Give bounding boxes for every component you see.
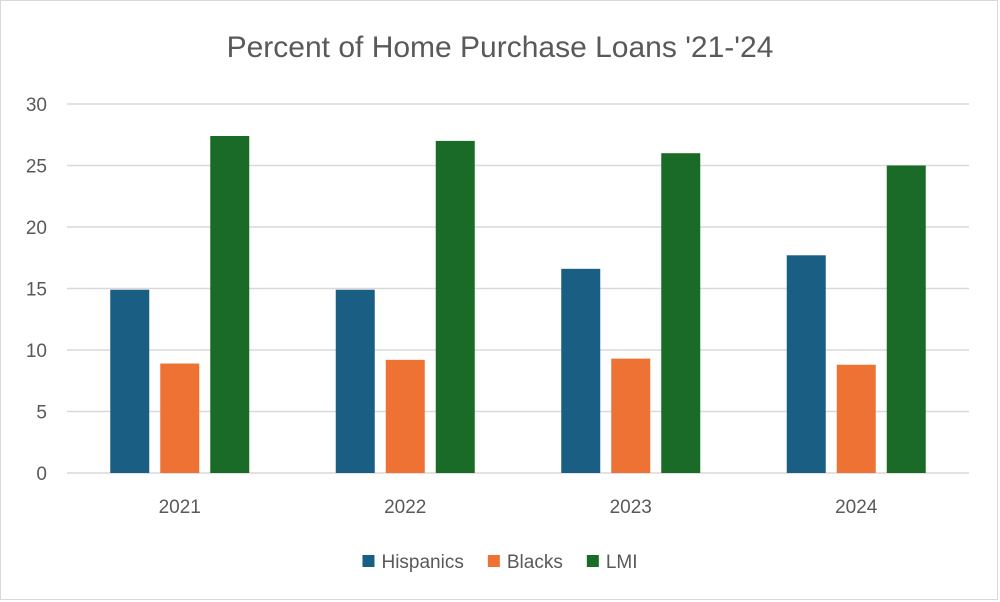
legend-label-hispanics: Hispanics — [381, 552, 463, 573]
y-tick-label: 30 — [26, 95, 47, 116]
bar-lmi-2021 — [210, 135, 250, 474]
bar-blacks-2024 — [836, 364, 876, 473]
y-tick-label: 20 — [26, 218, 47, 239]
x-tick-label: 2022 — [384, 497, 426, 518]
legend-label-blacks: Blacks — [507, 552, 563, 573]
y-tick-label: 25 — [26, 157, 47, 178]
bar-hispanics-2021 — [110, 289, 150, 473]
legend: Hispanics Blacks LMI — [362, 552, 638, 573]
bar-blacks-2022 — [385, 359, 425, 473]
x-tick-label: 2023 — [610, 497, 652, 518]
y-tick-label: 0 — [36, 464, 47, 485]
bars — [110, 135, 926, 474]
bar-blacks-2023 — [611, 358, 651, 473]
y-tick-label: 5 — [36, 403, 47, 424]
legend-swatch-lmi — [586, 555, 599, 567]
y-tick-label: 10 — [26, 341, 47, 362]
bar-blacks-2021 — [160, 363, 200, 473]
gridlines — [67, 103, 969, 474]
bar-hispanics-2022 — [335, 289, 375, 473]
x-tick-label: 2024 — [835, 497, 878, 518]
y-axis-ticks: 0 5 10 15 20 25 30 — [26, 95, 47, 485]
x-axis-ticks: 2021 2022 2023 2024 — [159, 497, 878, 518]
bar-lmi-2023 — [661, 153, 701, 473]
bar-lmi-2022 — [435, 140, 475, 473]
bar-hispanics-2023 — [561, 268, 601, 473]
legend-swatch-blacks — [487, 555, 500, 567]
bar-lmi-2024 — [886, 165, 926, 473]
bar-hispanics-2024 — [786, 255, 826, 473]
x-tick-label: 2021 — [159, 497, 201, 518]
chart-title: Percent of Home Purchase Loans '21-'24 — [227, 31, 774, 64]
y-tick-label: 15 — [26, 280, 47, 301]
legend-swatch-hispanics — [362, 555, 375, 567]
legend-label-lmi: LMI — [606, 552, 638, 573]
